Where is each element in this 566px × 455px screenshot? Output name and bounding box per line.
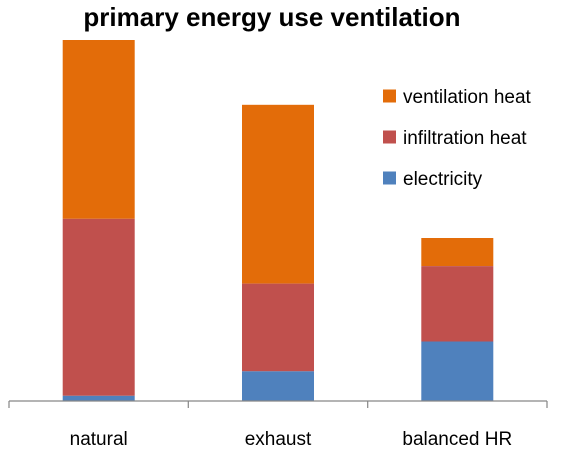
- legend-swatch-electricity: [383, 171, 396, 185]
- bar-balanced-hr-infiltration-heat: [421, 266, 494, 342]
- legend-swatch-ventilation-heat: [383, 89, 396, 103]
- bar-balanced-hr-ventilation-heat: [421, 238, 494, 266]
- bar-natural-electricity: [62, 395, 135, 401]
- bar-exhaust-ventilation-heat: [242, 104, 314, 284]
- bar-natural-ventilation-heat: [62, 40, 135, 219]
- chart-title: primary energy use ventilation: [83, 2, 460, 32]
- legend-label-infiltration-heat: infiltration heat: [403, 128, 527, 149]
- bars-group: [62, 40, 494, 401]
- x-axis: natural exhaust balanced HR: [8, 400, 548, 450]
- legend-swatch-infiltration-heat: [383, 130, 396, 144]
- legend-label-ventilation-heat: ventilation heat: [403, 87, 532, 108]
- legend-label-electricity: electricity: [403, 169, 483, 190]
- x-tick-label-balanced-hr: balanced HR: [402, 429, 512, 450]
- x-tick-label-exhaust: exhaust: [245, 429, 312, 450]
- bar-exhaust-electricity: [242, 371, 314, 401]
- legend: ventilation heat infiltration heat electri…: [383, 87, 532, 190]
- x-tick-label-natural: natural: [70, 429, 128, 450]
- bar-exhaust-infiltration-heat: [242, 283, 314, 372]
- bar-natural-infiltration-heat: [62, 218, 135, 396]
- bar-balanced-hr-electricity: [421, 341, 494, 401]
